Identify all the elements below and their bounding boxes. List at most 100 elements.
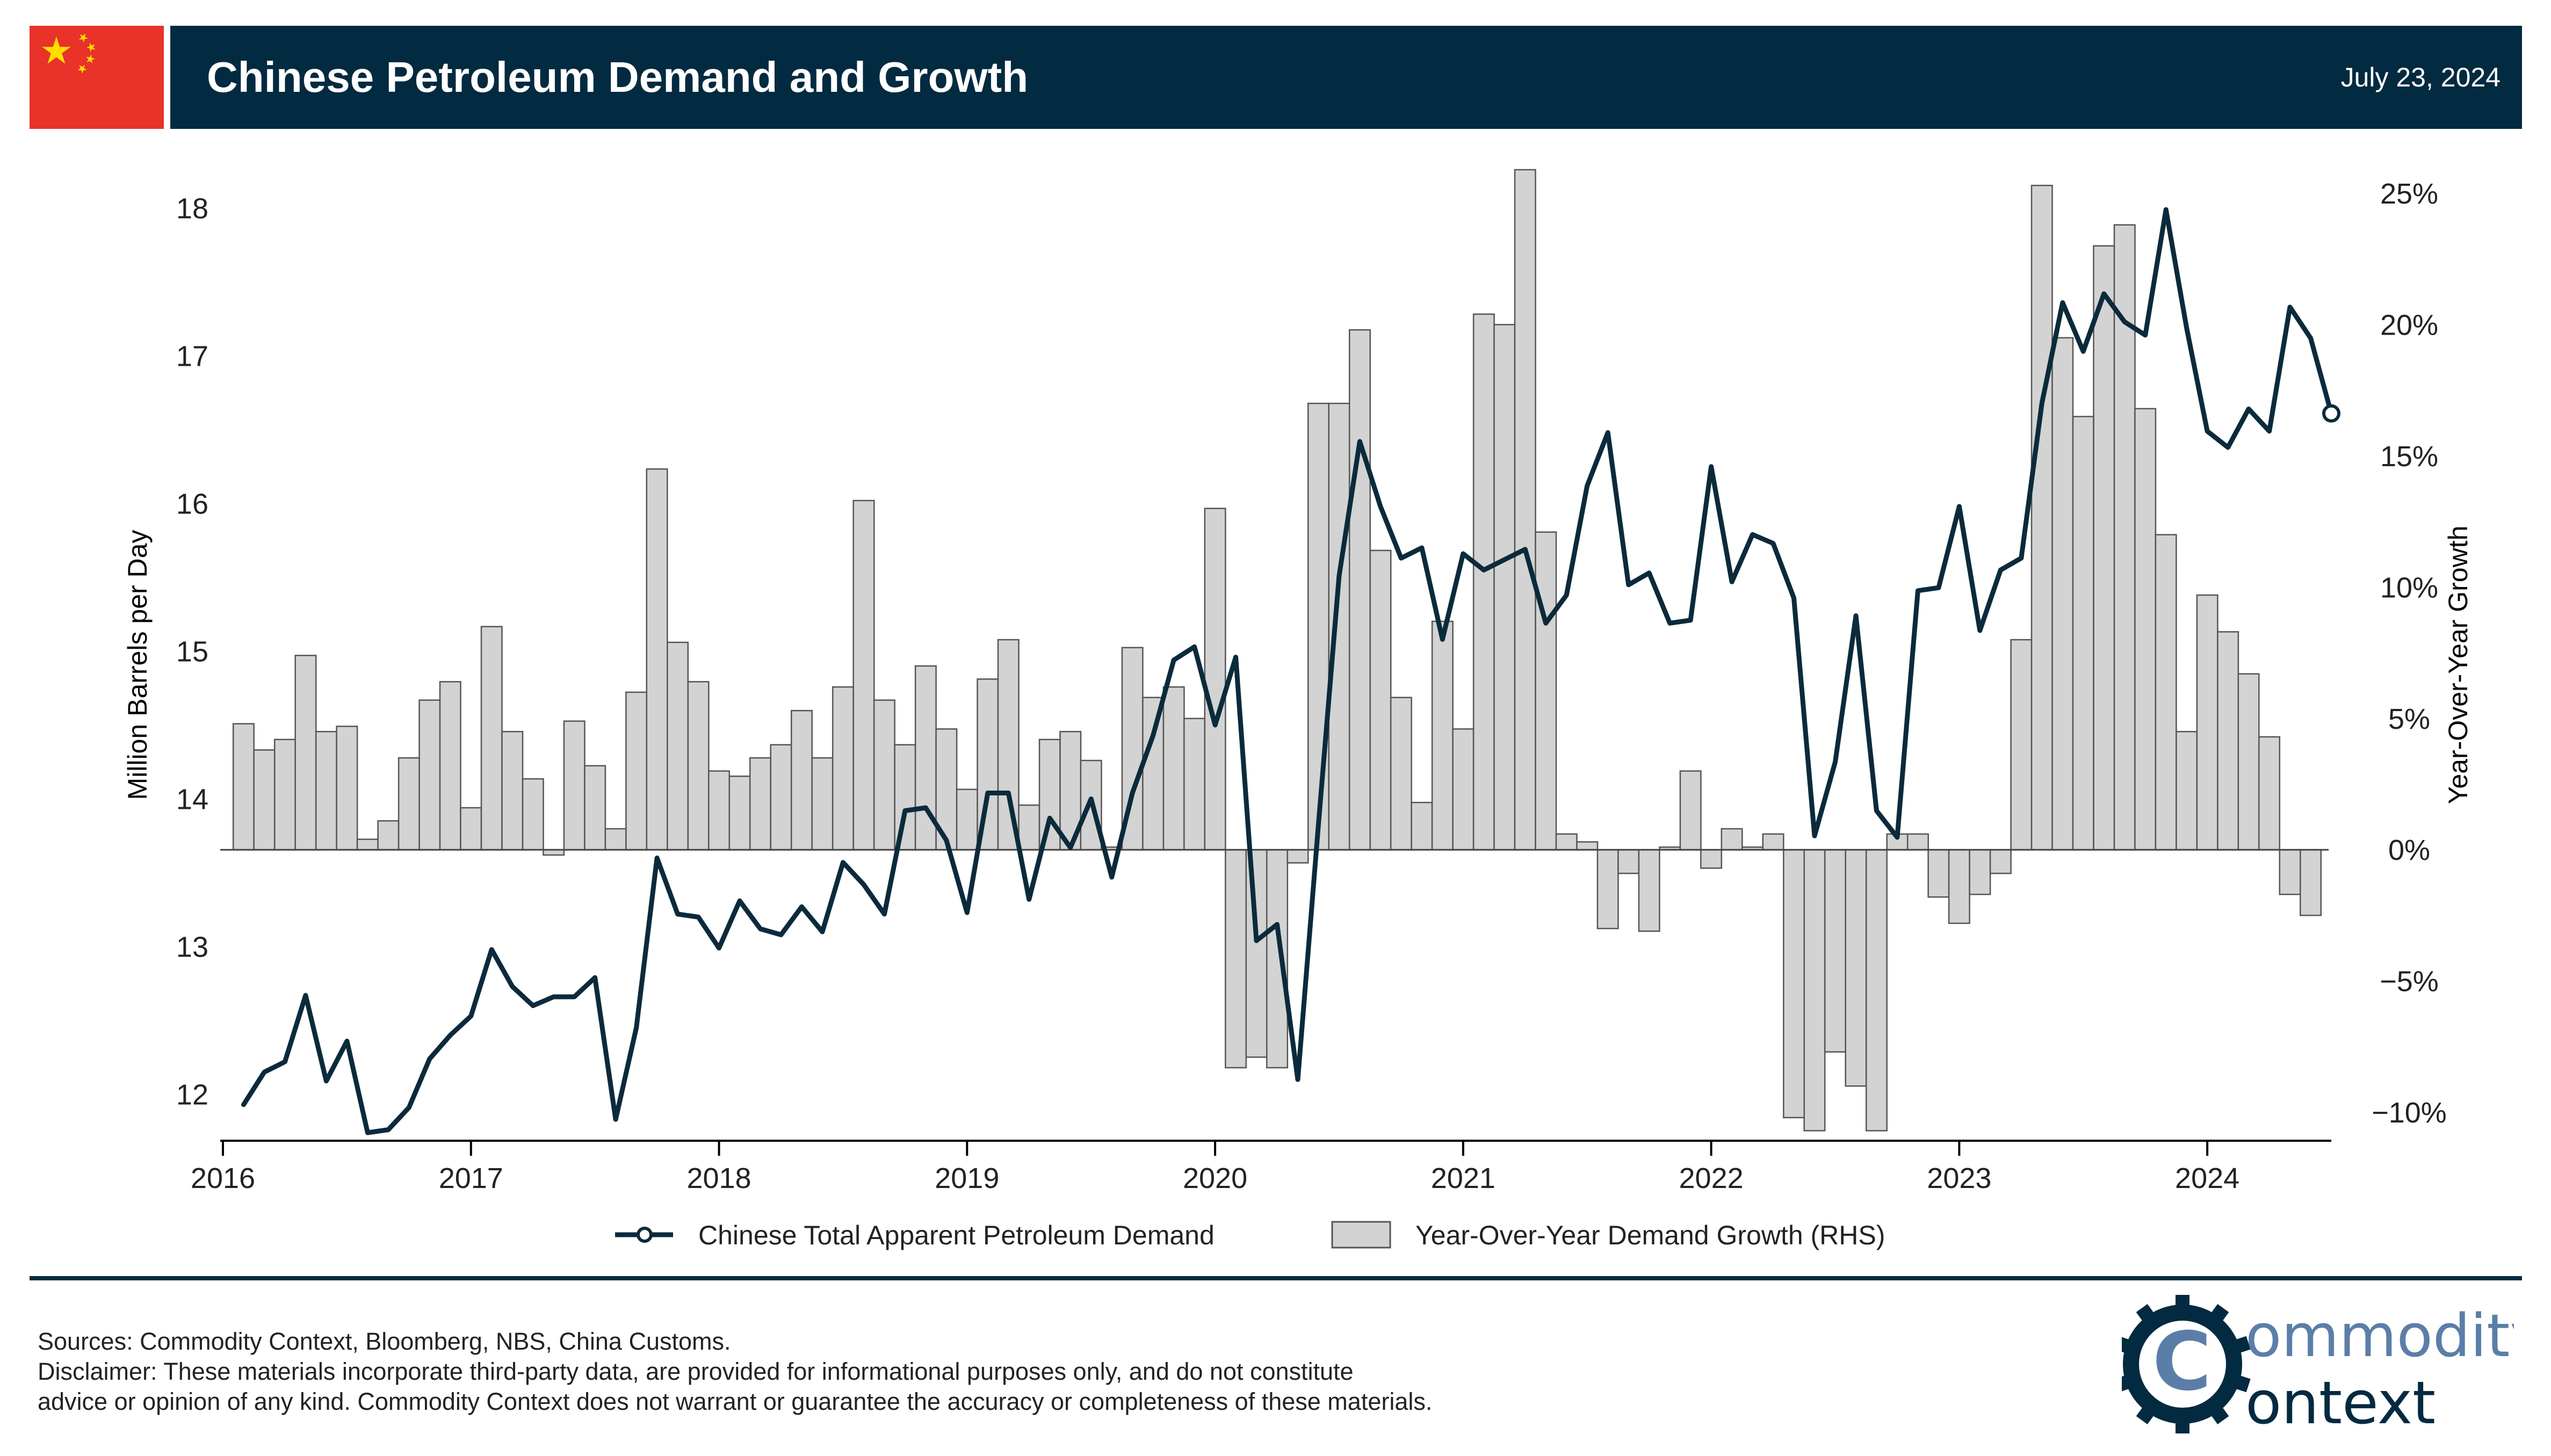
- demand-line-end-marker: [2322, 404, 2340, 423]
- growth-bar: [811, 757, 834, 851]
- growth-bar: [728, 776, 751, 851]
- growth-bar: [1038, 738, 1061, 851]
- growth-bar: [273, 738, 296, 851]
- growth-bar: [2010, 639, 2033, 851]
- legend-item-demand: Chinese Total Apparent Petroleum Demand: [615, 1220, 1215, 1250]
- growth-bar: [398, 757, 420, 851]
- growth-bar: [294, 655, 317, 851]
- growth-bar: [1638, 849, 1660, 932]
- commodity-context-logo: C ommodity ontext: [2114, 1286, 2545, 1442]
- growth-bar: [852, 499, 875, 851]
- x-tick-label: 2016: [191, 1162, 255, 1194]
- title-bar: Chinese Petroleum Demand and Growth July…: [170, 26, 2522, 129]
- growth-bar: [1989, 849, 2012, 874]
- y2-tick-label: 15%: [2380, 440, 2438, 473]
- disclaimer-line-1: Disclaimer: These materials incorporate …: [38, 1358, 1354, 1385]
- growth-bar: [377, 820, 400, 851]
- growth-bar: [894, 744, 916, 851]
- growth-bar: [2176, 730, 2198, 851]
- legend-label-growth: Year-Over-Year Demand Growth (RHS): [1415, 1220, 1885, 1250]
- growth-bar: [1162, 686, 1185, 851]
- growth-bar: [1803, 849, 1826, 1132]
- growth-bar: [1142, 697, 1165, 851]
- growth-bar: [1183, 718, 1206, 851]
- growth-bar: [1287, 849, 1309, 864]
- growth-bar: [1535, 531, 1557, 851]
- china-flag-icon: [30, 26, 164, 129]
- growth-bar: [1411, 801, 1433, 851]
- legend-item-growth: Year-Over-Year Demand Growth (RHS): [1331, 1220, 1885, 1250]
- x-tick-label: 2022: [1679, 1162, 1744, 1194]
- y-tick-label: 15: [176, 636, 208, 668]
- y-tick-label: 13: [176, 931, 208, 964]
- growth-bar: [253, 749, 276, 851]
- growth-bar: [2072, 416, 2094, 851]
- growth-bar: [1018, 804, 1040, 851]
- growth-bar: [1617, 849, 1640, 874]
- growth-bar: [1762, 833, 1784, 851]
- y2-tick-label: 10%: [2380, 571, 2438, 604]
- growth-bar: [232, 723, 255, 851]
- growth-bar: [1328, 402, 1350, 851]
- x-tick-label: 2023: [1927, 1162, 1991, 1194]
- growth-bar: [563, 720, 586, 851]
- growth-bar: [2237, 673, 2260, 851]
- growth-bar: [749, 757, 771, 851]
- x-tick-label: 2024: [2175, 1162, 2239, 1194]
- y2-tick-label: 0%: [2388, 834, 2430, 866]
- growth-bar: [625, 691, 648, 851]
- growth-bar: [1266, 849, 1289, 1069]
- y2-axis-label: Year-Over-Year Growth: [2443, 526, 2473, 805]
- growth-bar: [480, 626, 503, 851]
- growth-bar: [770, 744, 792, 851]
- growth-bar: [1576, 841, 1599, 851]
- disclaimer-line-2: advice or opinion of any kind. Commodity…: [38, 1388, 1433, 1415]
- demand-line-group: [241, 207, 2340, 1135]
- growth-bar: [956, 788, 978, 851]
- growth-bar: [1514, 169, 1536, 851]
- growth-bar: [1307, 402, 1329, 851]
- growth-bar: [1679, 770, 1702, 851]
- growth-bar: [2196, 594, 2218, 851]
- growth-bar: [1348, 329, 1371, 851]
- growth-bar: [1431, 620, 1454, 851]
- y2-tick-label: 25%: [2380, 178, 2438, 210]
- growth-bar: [1906, 833, 1929, 851]
- growth-bar: [356, 838, 379, 851]
- growth-bar: [1927, 849, 1950, 898]
- growth-bar: [2258, 736, 2281, 851]
- growth-bar: [2093, 245, 2115, 851]
- growth-bar: [646, 468, 668, 851]
- growth-bar: [2217, 631, 2239, 851]
- growth-bar: [460, 807, 482, 851]
- footer: Sources: Commodity Context, Bloomberg, N…: [38, 1327, 1810, 1417]
- growth-bar: [2279, 849, 2301, 895]
- y2-tick-label: 5%: [2388, 703, 2430, 735]
- page-title: Chinese Petroleum Demand and Growth: [207, 53, 1029, 101]
- x-tick-label: 2019: [935, 1162, 999, 1194]
- growth-bar: [336, 726, 358, 851]
- growth-bar: [501, 730, 524, 851]
- demand-line: [241, 207, 2334, 1135]
- growth-bar: [1700, 849, 1723, 869]
- growth-bar: [1204, 508, 1226, 851]
- growth-bar: [2300, 849, 2322, 916]
- growth-bar: [1948, 849, 1970, 924]
- growth-bar: [2134, 408, 2157, 851]
- y-tick-label: 18: [176, 193, 208, 225]
- growth-bar: [1969, 849, 1991, 895]
- growth-bar: [418, 699, 441, 851]
- footer-divider: [30, 1276, 2522, 1280]
- growth-bar: [1596, 849, 1619, 930]
- y-tick-label: 14: [176, 784, 208, 816]
- y2-tick-label: 20%: [2380, 309, 2438, 341]
- growth-bar: [708, 770, 731, 851]
- y-tick-label: 16: [176, 488, 208, 520]
- growth-bar: [439, 681, 461, 851]
- growth-bar: [1824, 849, 1846, 1053]
- y-tick-label: 17: [176, 341, 208, 373]
- growth-bar: [2051, 337, 2074, 851]
- legend-label-demand: Chinese Total Apparent Petroleum Demand: [698, 1220, 1215, 1250]
- x-tick-label: 2021: [1431, 1162, 1495, 1194]
- growth-bar: [1555, 833, 1578, 851]
